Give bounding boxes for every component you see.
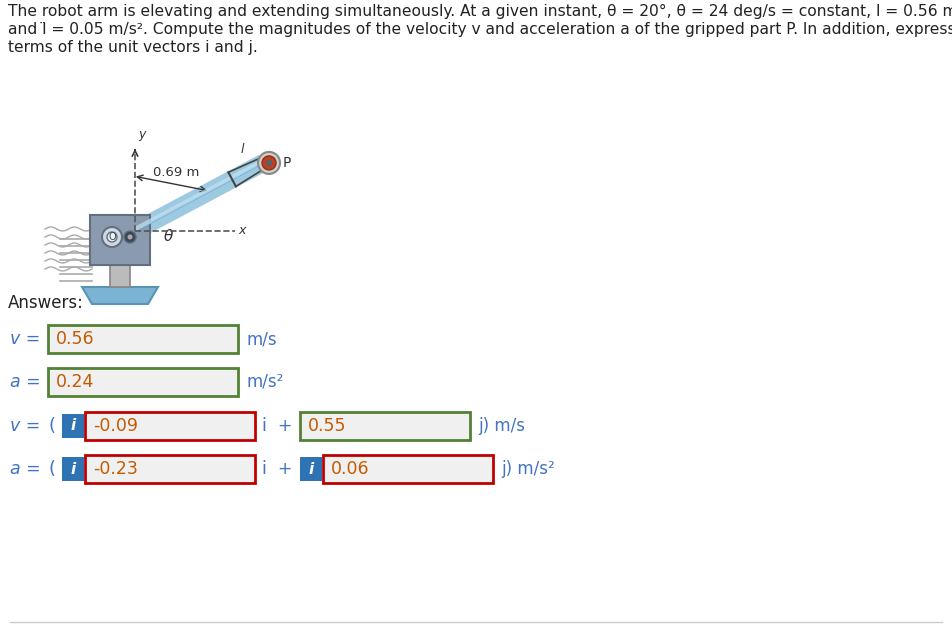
Text: 0.69 m: 0.69 m: [153, 166, 199, 179]
Text: 0.06: 0.06: [331, 460, 369, 478]
Text: (: (: [48, 417, 55, 435]
FancyBboxPatch shape: [62, 457, 84, 481]
Circle shape: [102, 227, 122, 247]
Text: The robot arm is elevating and extending simultaneously. At a given instant, θ =: The robot arm is elevating and extending…: [8, 4, 952, 19]
Text: a =: a =: [10, 460, 41, 478]
Text: m/s²: m/s²: [246, 373, 284, 391]
FancyBboxPatch shape: [300, 412, 470, 440]
Text: i  +: i +: [262, 417, 292, 435]
Circle shape: [124, 231, 136, 243]
FancyBboxPatch shape: [90, 215, 150, 265]
Text: P: P: [283, 156, 291, 170]
Text: v =: v =: [10, 330, 40, 348]
FancyBboxPatch shape: [62, 414, 84, 438]
Text: -0.09: -0.09: [93, 417, 138, 435]
Text: O: O: [109, 232, 116, 242]
Polygon shape: [82, 287, 158, 304]
Text: 0.56: 0.56: [56, 330, 94, 348]
Circle shape: [107, 232, 117, 242]
Text: i  +: i +: [262, 460, 292, 478]
Text: Answers:: Answers:: [8, 294, 84, 312]
Text: j) m/s²: j) m/s²: [501, 460, 555, 478]
Text: a =: a =: [10, 373, 41, 391]
Text: j) m/s: j) m/s: [478, 417, 525, 435]
Text: i: i: [70, 462, 75, 477]
Text: terms of the unit vectors i and j.: terms of the unit vectors i and j.: [8, 40, 258, 55]
FancyBboxPatch shape: [48, 325, 238, 353]
Text: and l̈ = 0.05 m/s². Compute the magnitudes of the velocity v and acceleration a : and l̈ = 0.05 m/s². Compute the magnitud…: [8, 22, 952, 37]
FancyBboxPatch shape: [300, 457, 322, 481]
Circle shape: [258, 152, 280, 174]
Circle shape: [266, 159, 272, 167]
FancyBboxPatch shape: [110, 265, 130, 287]
Text: 0.55: 0.55: [308, 417, 347, 435]
Circle shape: [128, 235, 132, 240]
Text: m/s: m/s: [246, 330, 277, 348]
FancyBboxPatch shape: [48, 368, 238, 396]
FancyBboxPatch shape: [323, 455, 493, 483]
Circle shape: [262, 156, 276, 170]
Text: i: i: [70, 418, 75, 434]
Text: i: i: [308, 462, 313, 477]
Text: x: x: [238, 224, 246, 238]
Text: v =: v =: [10, 417, 40, 435]
FancyBboxPatch shape: [85, 455, 255, 483]
Text: -0.23: -0.23: [93, 460, 138, 478]
Text: y: y: [138, 128, 146, 141]
Text: $\theta$: $\theta$: [163, 228, 174, 244]
FancyBboxPatch shape: [85, 412, 255, 440]
Text: (: (: [48, 460, 55, 478]
Text: 0.24: 0.24: [56, 373, 94, 391]
Text: l: l: [240, 143, 244, 155]
